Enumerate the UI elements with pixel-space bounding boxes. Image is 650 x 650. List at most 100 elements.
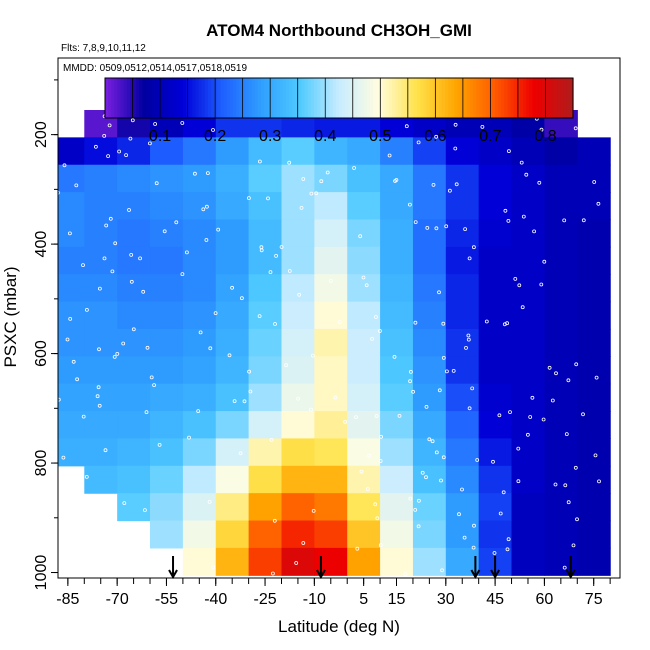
observation-point <box>145 345 150 350</box>
observation-point <box>107 123 112 128</box>
heatmap-cell <box>281 164 315 193</box>
observation-point <box>211 128 215 132</box>
colorbar-swatch <box>176 78 181 118</box>
observation-point <box>162 229 167 234</box>
observation-point <box>141 289 146 294</box>
observation-point <box>472 523 476 528</box>
observation-point <box>187 435 191 440</box>
observation-point <box>563 483 568 488</box>
heatmap-cell <box>215 547 250 576</box>
observation-point <box>524 172 529 177</box>
colorbar-swatch <box>248 78 253 118</box>
observation-point <box>466 333 471 338</box>
observation-point <box>505 547 510 552</box>
x-tick-label: -55 <box>155 591 178 608</box>
colorbar-swatch <box>363 78 368 118</box>
heatmap-cell <box>412 164 447 193</box>
observation-point <box>434 226 439 231</box>
observation-point <box>192 171 197 176</box>
observation-point <box>71 359 76 364</box>
colorbar-swatch <box>161 78 165 118</box>
observation-point <box>97 347 101 352</box>
colorbar-swatch <box>438 78 443 118</box>
colorbar-swatch <box>420 78 424 118</box>
observation-point <box>379 434 384 439</box>
heatmap-cell <box>215 493 250 522</box>
observation-point <box>420 470 425 475</box>
heatmap-cell <box>281 493 315 522</box>
colorbar-swatch <box>510 78 515 118</box>
observation-point <box>94 144 98 149</box>
x-tick-label: -40 <box>204 591 227 608</box>
heatmap-cell <box>412 246 447 275</box>
profile-arrow-head <box>565 569 576 580</box>
y-tick-label: 600 <box>33 340 50 367</box>
observation-point <box>532 229 536 234</box>
heatmap-cell <box>281 301 315 330</box>
heatmap-cell <box>248 383 283 412</box>
observation-point <box>571 543 576 548</box>
observation-point <box>113 241 118 246</box>
heatmap-cell <box>182 547 217 576</box>
observation-point <box>129 252 134 257</box>
observation-point <box>530 395 535 400</box>
heatmap-cell <box>215 411 250 440</box>
heatmap-cell <box>347 520 381 549</box>
observation-point <box>65 337 70 342</box>
heatmap-cell <box>544 219 578 248</box>
colorbar-swatch <box>245 78 250 118</box>
observation-point <box>437 388 442 393</box>
heatmap-cell <box>577 356 611 385</box>
colorbar-swatch <box>108 78 112 118</box>
colorbar-swatch <box>401 78 406 118</box>
observation-point <box>157 442 162 447</box>
observation-point <box>498 511 503 516</box>
observation-point <box>180 272 185 277</box>
colorbar-swatch <box>314 78 318 118</box>
observation-point <box>81 263 85 268</box>
heatmap-cell <box>314 274 348 303</box>
colorbar-swatch <box>535 78 540 118</box>
heatmap-cell <box>281 465 315 494</box>
observation-point <box>542 259 547 264</box>
heatmap-cell <box>445 383 480 412</box>
colorbar-swatch <box>120 78 125 118</box>
heatmap-cell <box>215 438 250 467</box>
heatmap-cell <box>150 301 184 330</box>
observation-point <box>471 545 476 550</box>
heatmap-cell <box>248 328 283 357</box>
colorbar-swatch <box>491 78 496 118</box>
heatmap-cell <box>511 547 546 576</box>
heatmap-cell <box>281 438 315 467</box>
heatmap-cell <box>117 137 151 166</box>
observation-point <box>374 414 379 418</box>
heatmap-cell <box>281 520 315 549</box>
colorbar-swatch <box>164 78 168 118</box>
colorbar-swatch <box>432 78 437 118</box>
flights-label: Flts: 7,8,9,10,11,12 <box>61 43 146 54</box>
heatmap-cell <box>577 438 611 467</box>
colorbar-swatch <box>454 78 459 118</box>
heatmap-cell <box>544 164 578 193</box>
heatmap-cell <box>445 547 480 576</box>
colorbar-swatch <box>513 78 518 118</box>
colorbar-swatch <box>357 78 362 118</box>
heatmap-cell <box>84 164 118 193</box>
observation-point <box>130 118 135 123</box>
observation-point <box>408 369 413 374</box>
colorbar-swatch <box>261 78 265 118</box>
heatmap-cell <box>478 328 513 357</box>
observation-point <box>58 397 61 402</box>
observation-point <box>112 354 117 359</box>
heatmap-cell <box>248 301 283 330</box>
observation-point <box>440 568 445 573</box>
heatmap-cell <box>248 520 283 549</box>
mmdd-label: MMDD: 0509,0512,0514,0517,0518,0519 <box>63 63 247 74</box>
x-tick-label: 75 <box>585 591 603 608</box>
heatmap-cell <box>150 219 184 248</box>
observation-point <box>437 290 441 295</box>
colorbar-swatch <box>282 78 287 118</box>
x-tick-label: 5 <box>359 591 368 608</box>
observation-point <box>373 502 378 507</box>
heatmap-cell <box>281 411 315 440</box>
